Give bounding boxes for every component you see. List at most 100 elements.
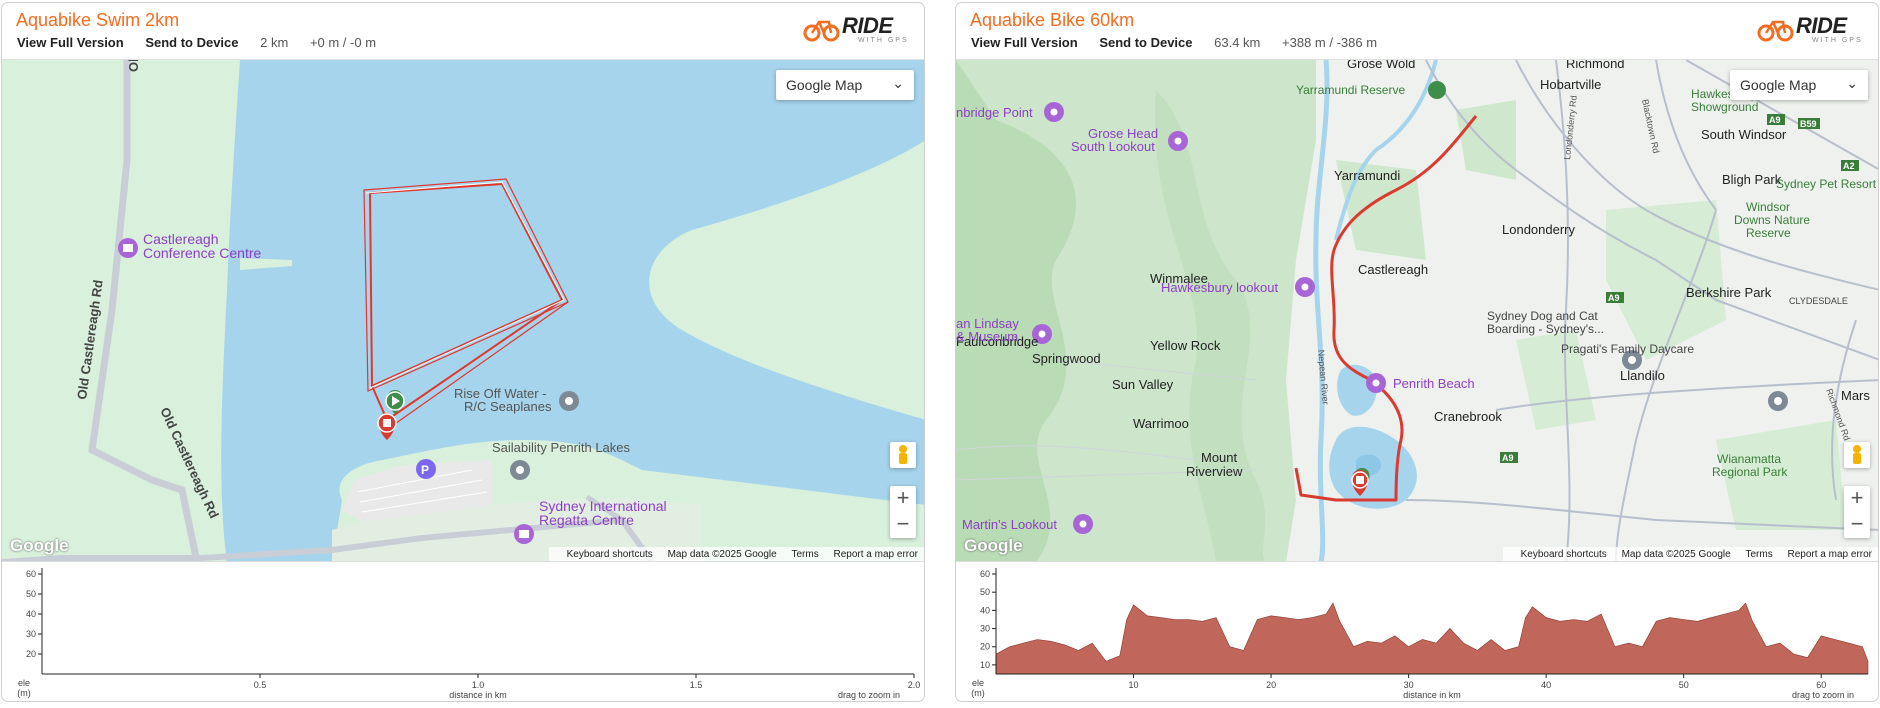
keyboard-shortcuts-link[interactable]: Keyboard shortcuts	[566, 549, 653, 560]
place-yarramundi-reserve: Yarramundi Reserve	[1296, 83, 1405, 97]
widget-header: Aquabike Swim 2km View Full Version Send…	[2, 3, 924, 59]
place-hawkesbury-showground-2: Showground	[1691, 100, 1758, 114]
chevron-down-icon: ⌄	[892, 75, 904, 91]
ride-with-gps-logo[interactable]: RIDE WITH GPS	[802, 13, 910, 47]
route-shield-a9: A9	[1769, 115, 1781, 125]
route-title[interactable]: Aquabike Bike 60km	[970, 10, 1135, 30]
route-shield-b59: B59	[1800, 119, 1817, 129]
park-icon[interactable]	[1428, 81, 1446, 99]
x-tick-label: 60	[1816, 680, 1826, 690]
terms-link[interactable]: Terms	[1745, 549, 1773, 560]
map-canvas[interactable]: Castlereagh Conference Centre Sydney Int…	[2, 60, 924, 562]
seaplanes-icon[interactable]	[559, 391, 579, 411]
route-map[interactable]: A9 B59 A2 A9 A9 Richmond Hobartville Gro…	[956, 59, 1878, 562]
place-winmalee: Winmalee	[1150, 271, 1208, 286]
dog-cat-boarding-icon[interactable]	[1622, 350, 1642, 370]
view-full-version-link[interactable]: View Full Version	[971, 35, 1078, 50]
y-tick-label: 30	[26, 629, 36, 639]
place-sailability: Sailability Penrith Lakes	[492, 440, 631, 455]
y-tick-label: 20	[26, 649, 36, 659]
place-windsor-downs-2: Downs Nature	[1734, 213, 1810, 227]
report-error-link[interactable]: Report a map error	[833, 549, 918, 560]
map-type-select[interactable]: Google Map ⌄	[1730, 70, 1868, 100]
y-tick-label: 60	[980, 569, 990, 579]
y-tick-label: 30	[980, 624, 990, 634]
logo-subtext: WITH GPS	[1812, 37, 1863, 44]
route-shield-a9: A9	[1502, 453, 1514, 463]
logo-text: RIDE	[1796, 13, 1847, 38]
y-tick-label: 40	[980, 605, 990, 615]
terms-link[interactable]: Terms	[791, 549, 819, 560]
widget-header: Aquabike Bike 60km View Full Version Sen…	[956, 3, 1878, 59]
elevation-chart[interactable]: 10 20 30 40 50 60 10 20 30 40 50 60 ele (m) distance i…	[956, 561, 1878, 702]
logo-subtext: WITH GPS	[858, 37, 909, 44]
place-rise-off-2: R/C Seaplanes	[464, 399, 552, 414]
y-tick-label: 60	[26, 569, 36, 579]
place-mount-riverview-2: Riverview	[1186, 464, 1243, 479]
end-marker-icon[interactable]	[377, 413, 397, 440]
send-to-device-link[interactable]: Send to Device	[1099, 35, 1193, 50]
place-mars: Mars	[1841, 388, 1870, 403]
place-springwood: Springwood	[1032, 351, 1101, 366]
route-title[interactable]: Aquabike Swim 2km	[16, 10, 180, 30]
place-wianamatta-2: Regional Park	[1712, 465, 1788, 479]
sailability-icon[interactable]	[510, 460, 530, 480]
place-grose-head-2: South Lookout	[1071, 139, 1155, 154]
place-warrimoo: Warrimoo	[1133, 416, 1189, 431]
regatta-centre-icon[interactable]	[514, 524, 534, 544]
parking-icon[interactable]	[416, 459, 436, 479]
elevation-chart-svg[interactable]: 10 20 30 40 50 60 10 20 30 40 50 60 ele(m) distance i…	[956, 562, 1878, 702]
route-elevation: +388 m / -386 m	[1282, 35, 1378, 50]
zoom-out-button[interactable]: −	[896, 511, 910, 536]
street-view-pegman-icon[interactable]	[1844, 442, 1870, 468]
route-links: View Full Version Send to Device 2 km +0…	[17, 35, 394, 50]
place-windsor-downs-1: Windsor	[1746, 200, 1790, 214]
place-hawkesbury-lookout: Hawkesbury lookout	[1161, 280, 1278, 295]
ride-with-gps-logo[interactable]: RIDE WITH GPS	[1756, 13, 1864, 47]
zoom-in-button[interactable]: +	[896, 485, 910, 510]
map-type-select[interactable]: Google Map ⌄	[776, 70, 914, 100]
place-grose-wold: Grose Wold	[1347, 60, 1415, 71]
route-map[interactable]: Castlereagh Conference Centre Sydney Int…	[2, 59, 924, 562]
map-footer: Keyboard shortcuts Map data ©2025 Google…	[1502, 547, 1878, 562]
x-tick-label: 10	[1129, 680, 1139, 690]
place-faulconbridge: Faulconbridge	[956, 334, 1038, 349]
elevation-chart[interactable]: 20 30 40 50 60 0.5 1.0 1.5 2.0 ele (m) distance in …	[2, 561, 924, 702]
map-canvas[interactable]: A9 B59 A2 A9 A9 Richmond Hobartville Gro…	[956, 60, 1878, 562]
map-type-label: Google Map	[1740, 77, 1817, 93]
keyboard-shortcuts-link[interactable]: Keyboard shortcuts	[1520, 549, 1607, 560]
lookout-icon[interactable]	[1073, 514, 1093, 534]
logo-text: RIDE	[842, 13, 893, 38]
beach-icon[interactable]	[1366, 373, 1386, 393]
zoom-in-button[interactable]: +	[1850, 485, 1864, 510]
x-tick-label: 20	[1266, 680, 1276, 690]
view-full-version-link[interactable]: View Full Version	[17, 35, 124, 50]
x-tick-label: 1.0	[472, 680, 485, 690]
place-grose-head-1: Grose Head	[1088, 126, 1158, 141]
place-martins-lookout: Martin's Lookout	[962, 517, 1057, 532]
place-lindsay-1: an Lindsay	[956, 316, 1019, 331]
send-to-device-link[interactable]: Send to Device	[145, 35, 239, 50]
end-marker-icon[interactable]	[1351, 470, 1369, 496]
museum-icon[interactable]	[1032, 324, 1052, 344]
report-error-link[interactable]: Report a map error	[1787, 549, 1872, 560]
bike-logo-icon	[1757, 20, 1794, 42]
place-yellow-rock: Yellow Rock	[1150, 338, 1221, 353]
place-bridge-point: nbridge Point	[956, 105, 1033, 120]
y-axis-label: ele	[972, 678, 984, 688]
place-richmond: Richmond	[1566, 60, 1625, 71]
conference-centre-icon[interactable]	[118, 238, 138, 258]
lookout-icon[interactable]	[1168, 131, 1188, 151]
zoom-out-button[interactable]: −	[1850, 511, 1864, 536]
lookout-icon[interactable]	[1295, 277, 1315, 297]
lookout-icon[interactable]	[1044, 102, 1064, 122]
start-marker-icon[interactable]	[385, 390, 405, 414]
place-wianamatta-1: Wianamatta	[1717, 452, 1781, 466]
street-view-pegman-icon[interactable]	[890, 442, 916, 468]
elevation-chart-svg[interactable]: 20 30 40 50 60 0.5 1.0 1.5 2.0 ele(m) distance in …	[2, 562, 924, 702]
place-mount-riverview-1: Mount	[1201, 450, 1238, 465]
y-tick-label: 20	[980, 642, 990, 652]
place-cranebrook: Cranebrook	[1434, 409, 1502, 424]
daycare-icon[interactable]	[1768, 391, 1788, 411]
y-tick-label: 50	[26, 589, 36, 599]
